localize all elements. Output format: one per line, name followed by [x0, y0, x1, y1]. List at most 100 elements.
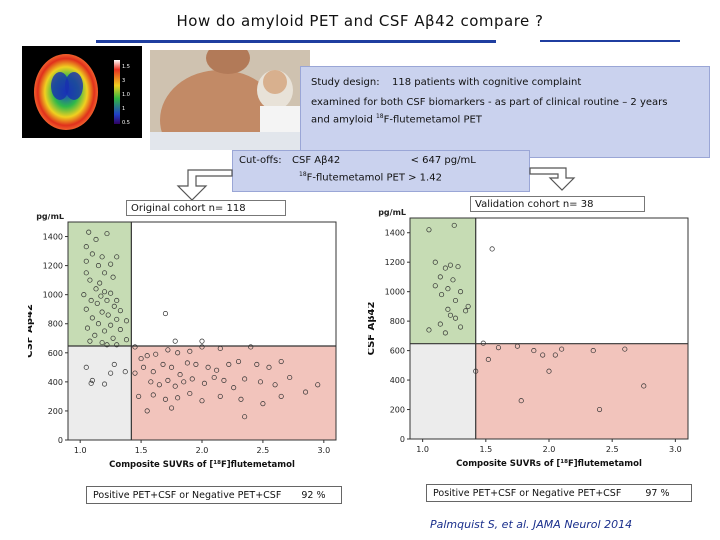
data-point	[205, 364, 211, 370]
data-point	[95, 321, 102, 327]
title-underline-left	[96, 40, 496, 43]
data-point	[108, 261, 114, 267]
quadrant-csf-normal-pet-negative	[68, 222, 132, 346]
data-point	[641, 383, 647, 389]
data-point	[238, 396, 244, 402]
data-point	[248, 344, 254, 350]
study-design-pet-sup: 18	[375, 113, 384, 120]
data-point	[88, 380, 94, 386]
y-axis-label: CSF Aβ42	[28, 304, 35, 358]
x-axis-label: Composite SUVRs of [18F]flutemetamol	[109, 460, 295, 470]
y-unit-label: pg/mL	[36, 214, 64, 221]
validation-summary-value: 97 %	[645, 488, 670, 499]
data-point	[201, 380, 207, 386]
data-point	[439, 292, 445, 298]
data-point	[235, 358, 242, 365]
data-point	[83, 270, 89, 276]
data-point	[83, 258, 89, 264]
x-axis-label-suffix: F]flutemetamol	[221, 460, 295, 470]
scale-tick-2: 3	[122, 78, 125, 84]
data-point	[98, 293, 104, 299]
data-point	[442, 330, 448, 336]
data-point	[148, 379, 154, 385]
data-point	[110, 274, 116, 280]
data-point	[162, 311, 169, 317]
x-tick-label: 1.0	[74, 446, 87, 455]
data-point	[93, 236, 99, 242]
data-point	[596, 406, 603, 413]
data-point	[199, 398, 205, 404]
x-tick-label: 1.5	[479, 445, 492, 454]
y-tick-label: 600	[390, 347, 405, 356]
data-point	[465, 303, 471, 309]
quadrant-csf-low-pet-positive	[131, 345, 336, 440]
x-axis-label-prefix: Composite SUVRs of [	[456, 459, 560, 469]
data-point	[514, 343, 520, 349]
data-point	[177, 372, 183, 378]
data-point	[144, 353, 150, 359]
data-point	[153, 351, 159, 357]
data-point	[144, 408, 150, 414]
data-point	[84, 325, 91, 331]
data-point	[175, 350, 181, 356]
data-point	[86, 229, 92, 235]
data-point	[189, 376, 195, 382]
data-point	[485, 356, 491, 362]
data-point	[122, 369, 128, 375]
data-point	[132, 370, 138, 376]
y-axis-label: CSF Aβ42	[368, 302, 377, 356]
y-tick-label: 1400	[43, 233, 63, 242]
x-tick-label: 1.0	[416, 445, 429, 454]
data-point	[89, 377, 95, 383]
data-point	[89, 315, 95, 321]
x-axis-label-sup: 18	[560, 459, 568, 465]
data-point	[199, 344, 205, 350]
data-point	[165, 347, 171, 353]
data-point	[445, 306, 451, 312]
data-point	[559, 346, 565, 352]
data-point	[242, 376, 248, 382]
data-point	[426, 327, 432, 333]
data-point	[254, 361, 260, 367]
study-design-pet-suffix: F-flutemetamol PET	[383, 114, 482, 126]
data-point	[199, 338, 205, 344]
y-tick-label: 0	[58, 436, 63, 445]
data-point	[546, 368, 552, 374]
data-point	[221, 377, 227, 383]
quadrant-csf-low-pet-negative	[68, 345, 132, 440]
data-point	[108, 322, 114, 328]
data-point	[123, 337, 130, 343]
data-point	[187, 390, 193, 397]
data-point	[463, 308, 469, 314]
x-tick-label: 2.0	[543, 445, 556, 454]
study-design-label: Study design:	[311, 77, 380, 88]
data-point	[93, 286, 99, 292]
data-point	[480, 340, 486, 346]
data-point	[181, 379, 187, 385]
y-tick-label: 1000	[43, 291, 63, 300]
x-tick-label: 2.0	[196, 446, 209, 455]
data-point	[168, 405, 175, 411]
data-point	[99, 254, 105, 260]
cutoffs-pet-sup: 18	[299, 171, 307, 178]
data-point	[447, 262, 453, 268]
x-axis-label-suffix: F]flutemetamol	[568, 459, 642, 469]
data-point	[437, 321, 443, 327]
cutoffs-csf-value: < 647 pg/mL	[410, 155, 476, 166]
slide-title: How do amyloid PET and CSF Aβ42 compare …	[176, 12, 544, 30]
quadrant-csf-normal-pet-positive	[131, 222, 336, 346]
data-point	[111, 303, 117, 309]
y-tick-label: 1400	[385, 229, 405, 238]
left-arrow-icon	[176, 169, 233, 201]
data-point	[108, 370, 114, 376]
cutoffs-csf-name: CSF Aβ42	[292, 155, 341, 166]
data-point	[217, 345, 223, 351]
study-design-biomarkers: examined for both CSF biomarkers - as pa…	[311, 97, 668, 108]
original-cohort-label: Original cohort n= 118	[126, 200, 286, 216]
data-point	[518, 398, 524, 404]
data-point	[287, 374, 293, 381]
study-design-box: Study design: 118 patients with cognitiv…	[300, 66, 710, 158]
data-point	[114, 316, 120, 322]
data-point	[117, 308, 123, 314]
x-axis-label-sup: 18	[213, 460, 221, 466]
